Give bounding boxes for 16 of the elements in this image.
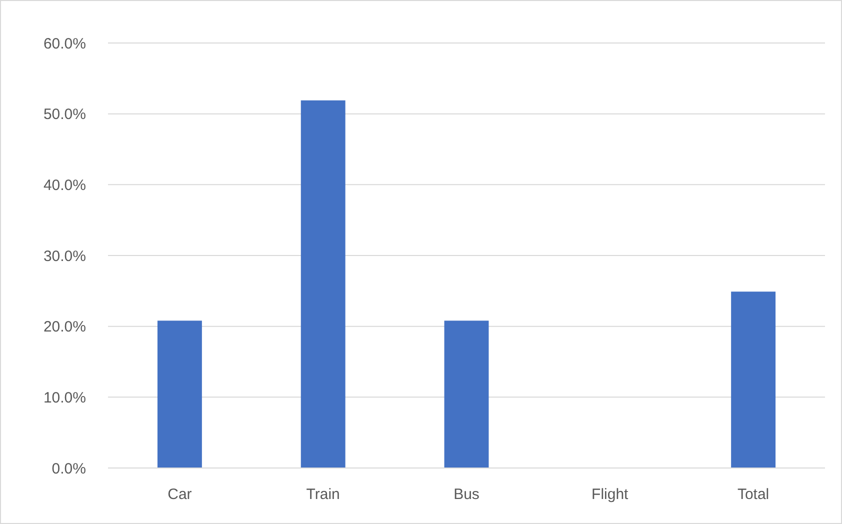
bar [731, 292, 776, 468]
y-tick-label: 20.0% [43, 318, 86, 336]
y-tick-label: 40.0% [43, 176, 86, 194]
y-tick-label: 60.0% [43, 35, 86, 52]
y-tick-label: 0.0% [52, 460, 86, 478]
y-tick-label: 50.0% [43, 106, 86, 124]
x-tick-label: Train [306, 486, 340, 503]
y-tick-label: 10.0% [43, 389, 86, 406]
x-tick-label: Bus [454, 486, 480, 503]
x-tick-label: Flight [592, 486, 630, 503]
x-tick-label: Total [737, 486, 770, 503]
y-tick-label: 30.0% [43, 248, 86, 265]
bar [444, 320, 489, 468]
bar [157, 320, 202, 468]
x-tick-label: Car [168, 486, 192, 503]
bar [300, 100, 346, 468]
